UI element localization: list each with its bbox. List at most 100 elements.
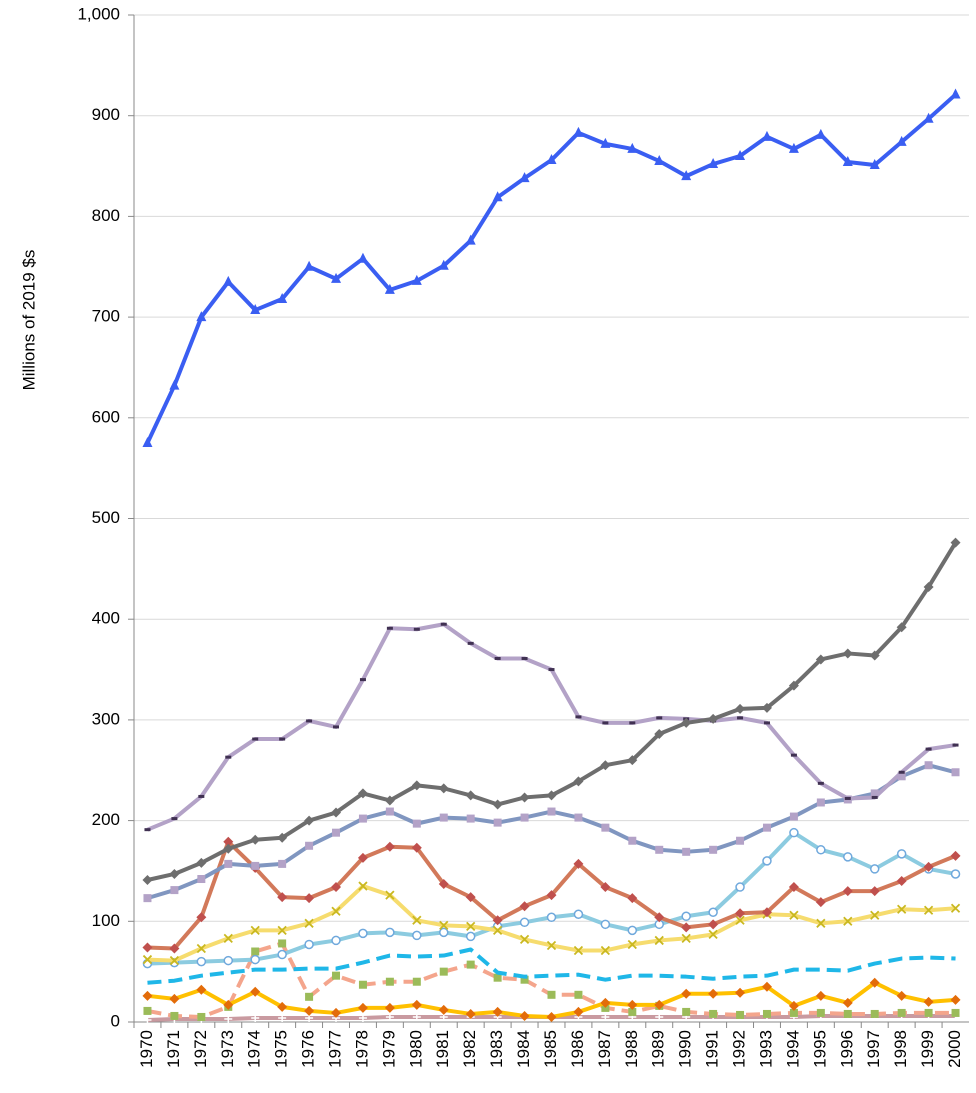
marker [223,933,233,944]
marker [601,1003,610,1012]
marker [142,942,153,953]
series [142,537,961,886]
marker [142,436,153,447]
marker [950,850,961,861]
marker [332,971,341,980]
marker [709,1009,718,1018]
x-tick-label: 1972 [191,1030,210,1068]
marker [871,795,878,799]
marker [681,922,692,933]
marker [628,1007,637,1016]
x-tick-label: 1978 [352,1030,371,1068]
marker [438,1004,449,1015]
x-tick-label: 1990 [676,1030,695,1068]
marker [521,656,528,660]
marker [277,949,287,960]
x-tick-label: 1971 [164,1030,183,1068]
marker [225,755,232,759]
marker [627,893,638,904]
x-tick-label: 1982 [460,1030,479,1068]
x-tick-label: 1975 [272,1030,291,1068]
marker [815,654,826,665]
x-tick-label: 1993 [756,1030,775,1068]
line [145,93,957,444]
marker [925,747,932,751]
marker [143,1015,152,1024]
series [142,88,961,447]
marker [143,1006,152,1015]
marker [466,921,476,931]
marker [304,815,315,826]
y-tick-label: 300 [92,709,120,728]
marker [788,1000,799,1011]
marker [439,813,448,822]
marker [950,537,961,548]
marker [224,1014,233,1023]
marker [304,893,315,904]
marker [708,929,718,940]
line [147,941,956,1019]
marker [546,940,557,951]
marker [412,819,421,828]
marker [385,977,394,986]
marker [466,960,475,969]
marker [277,1001,288,1012]
marker [438,259,449,270]
marker [682,1007,691,1016]
marker [250,834,261,845]
marker [573,776,584,787]
marker [519,934,530,945]
marker [923,996,934,1007]
marker [816,845,826,855]
marker [924,1008,933,1017]
y-tick-label: 400 [92,609,120,628]
marker [735,987,746,998]
y-tick-label: 0 [111,1011,120,1030]
marker [761,702,772,713]
marker [546,1011,557,1022]
x-tick-label: 1976 [299,1030,318,1068]
marker [519,917,530,928]
marker [331,272,342,283]
series [142,977,961,1022]
marker [223,836,234,847]
x-tick-label: 1996 [837,1030,856,1068]
marker [896,876,907,887]
marker [951,768,960,777]
marker [869,864,880,874]
marker [898,770,905,774]
marker [816,918,826,928]
marker [923,112,934,123]
marker [815,990,826,1001]
marker [142,875,153,886]
marker [278,939,287,948]
marker [196,311,207,322]
marker [305,992,314,1001]
x-tick-label: 1981 [433,1030,452,1068]
x-tick-label: 1994 [783,1030,802,1068]
y-axis-label: Millions of 2019 $s [19,250,38,391]
marker [196,943,206,954]
x-tick-label: 2000 [945,1030,964,1068]
marker [278,1013,287,1022]
marker [789,1008,798,1017]
marker [278,859,287,868]
y-tick-label: 1,000 [77,4,120,23]
x-tick-label: 1997 [864,1030,883,1068]
marker [279,737,286,741]
marker [144,828,151,832]
marker [575,715,582,719]
marker [735,908,746,919]
marker [896,622,907,633]
marker [736,836,745,845]
marker [600,137,611,148]
marker [519,1010,530,1021]
x-tick-label: 1979 [379,1030,398,1068]
marker [816,798,825,807]
marker [142,990,153,1001]
x-tick-label: 1989 [649,1030,668,1068]
marker [384,841,395,852]
marker [681,717,692,728]
marker [762,856,772,866]
marker [385,807,394,816]
